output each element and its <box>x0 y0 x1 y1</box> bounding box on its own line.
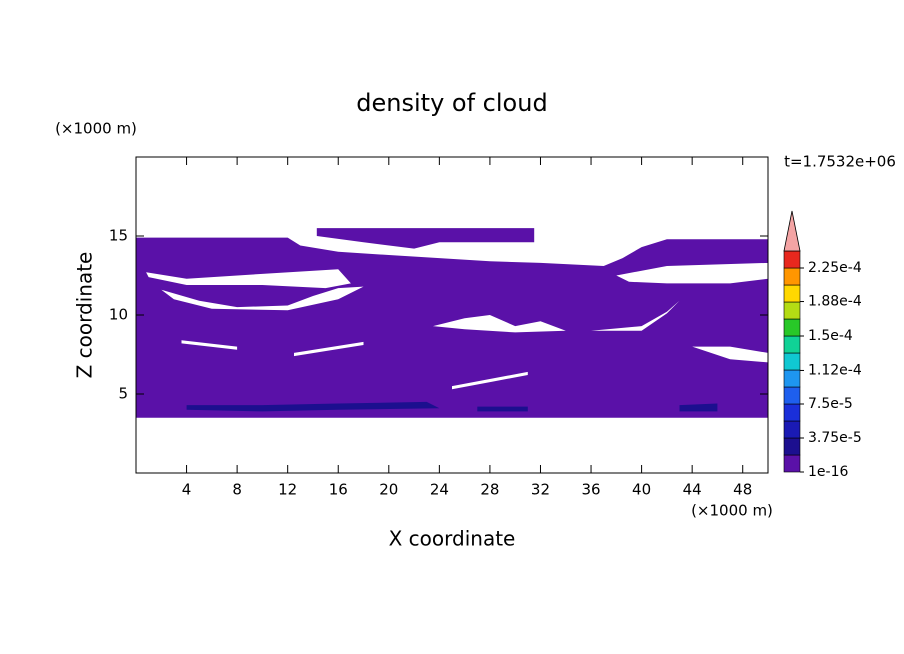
time-annotation: t=1.7532e+06 <box>784 153 896 171</box>
x-tick-label: 36 <box>581 481 600 499</box>
x-tick-label: 44 <box>683 481 702 499</box>
x-tick-label: 24 <box>430 481 449 499</box>
x-tick-label: 4 <box>182 481 192 499</box>
contour-region <box>316 228 535 249</box>
colorbar-band <box>783 420 801 439</box>
colorbar-tick-label: 7.5e-5 <box>808 396 853 412</box>
x-axis-label: X coordinate <box>389 527 516 551</box>
x-tick-label: 20 <box>379 481 398 499</box>
chart-title: density of cloud <box>356 89 547 117</box>
colorbar-band <box>783 352 801 371</box>
colorbar-band <box>783 250 801 269</box>
colorbar-extension <box>783 210 801 252</box>
y-tick-label: 5 <box>118 385 128 403</box>
colorbar-tick-label: 1.12e-4 <box>808 362 862 378</box>
x-tick-label: 40 <box>632 481 651 499</box>
colorbar-band <box>783 403 801 422</box>
colorbar-tick-label: 1.5e-4 <box>808 328 853 344</box>
y-axis-label: Z coordinate <box>73 252 97 379</box>
colorbar-band <box>783 369 801 388</box>
y-unit: (×1000 m) <box>55 120 137 138</box>
colorbar-band <box>783 301 801 320</box>
x-tick-label: 48 <box>733 481 752 499</box>
colorbar-tick-label: 3.75e-5 <box>808 430 862 446</box>
colorbar-band <box>783 267 801 286</box>
x-tick-label: 12 <box>278 481 297 499</box>
colorbar-tick-label: 2.25e-4 <box>808 260 862 276</box>
colorbar-tick-label: 1e-16 <box>808 464 848 480</box>
colorbar-band <box>783 454 801 473</box>
colorbar-band <box>783 386 801 405</box>
x-tick-label: 8 <box>232 481 242 499</box>
x-unit: (×1000 m) <box>691 502 773 520</box>
contour-region <box>186 401 718 412</box>
x-tick-label: 32 <box>531 481 550 499</box>
x-tick-label: 16 <box>329 481 348 499</box>
contour-region <box>136 237 768 418</box>
colorbar-band <box>783 284 801 303</box>
colorbar-tick-label: 1.88e-4 <box>808 294 862 310</box>
colorbar-band <box>783 437 801 456</box>
colorbar-band <box>783 318 801 337</box>
y-tick-label: 15 <box>109 227 128 245</box>
y-tick-label: 10 <box>109 306 128 324</box>
x-tick-label: 28 <box>480 481 499 499</box>
colorbar-band <box>783 335 801 354</box>
